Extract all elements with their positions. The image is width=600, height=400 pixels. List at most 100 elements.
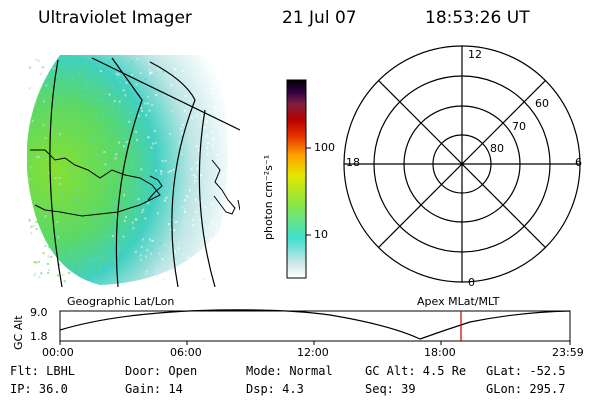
speckle	[145, 114, 148, 117]
speckle	[111, 84, 114, 87]
speckle	[68, 251, 71, 253]
speckle	[188, 189, 191, 192]
glon-value: GLon: 295.7	[486, 382, 566, 396]
speckle	[40, 272, 43, 275]
speckle	[128, 63, 131, 66]
speckle	[117, 247, 120, 250]
speckle	[170, 84, 173, 87]
speckle	[180, 127, 183, 130]
speckle	[93, 179, 96, 182]
gc-alt-value: GC Alt: 4.5 Re	[365, 364, 467, 378]
speckle	[115, 77, 118, 80]
speckle	[234, 176, 236, 179]
speckle	[48, 116, 51, 118]
speckle	[114, 156, 117, 159]
speckle	[45, 84, 48, 87]
speckle	[122, 235, 125, 238]
speckle	[199, 219, 202, 222]
speckle	[171, 283, 174, 286]
speckle	[107, 113, 110, 116]
speckle	[131, 73, 134, 76]
speckle	[90, 220, 93, 222]
speckle	[51, 90, 53, 93]
speckle	[84, 180, 87, 183]
speckle	[139, 258, 142, 261]
speckle	[211, 131, 214, 133]
speckle	[42, 252, 45, 255]
speckle	[187, 269, 190, 272]
speckle	[183, 109, 186, 112]
speckle	[234, 136, 237, 139]
speckle	[131, 161, 134, 163]
speckle	[57, 92, 60, 95]
lat-label-70: 70	[512, 120, 526, 133]
ytick-label-9: 9.0	[30, 306, 48, 319]
speckle	[161, 258, 164, 261]
speckle	[112, 259, 115, 262]
speckle	[155, 271, 158, 274]
speckle	[121, 134, 124, 137]
speckle	[30, 232, 33, 235]
speckle	[219, 211, 222, 214]
speckle	[104, 123, 107, 126]
lat-label-80: 80	[490, 142, 504, 155]
speckle	[215, 153, 218, 156]
speckle	[52, 67, 55, 70]
speckle	[127, 174, 130, 177]
speckle	[28, 156, 31, 159]
speckle	[54, 70, 57, 72]
speckle	[99, 270, 102, 273]
speckle	[140, 246, 143, 249]
speckle	[146, 249, 149, 251]
speckle	[139, 254, 142, 257]
speckle	[225, 132, 228, 135]
speckle	[36, 156, 38, 159]
speckle	[183, 220, 186, 223]
speckle	[177, 272, 180, 275]
speckle	[140, 168, 143, 171]
speckle	[128, 120, 131, 123]
altitude-curve	[59, 309, 571, 340]
speckle	[136, 181, 139, 184]
speckle	[223, 274, 226, 277]
speckle	[162, 70, 165, 73]
speckle	[130, 60, 133, 63]
altitude-timeline	[59, 309, 571, 345]
speckle	[145, 273, 148, 276]
speckle	[155, 274, 158, 277]
speckle	[85, 236, 88, 239]
speckle	[98, 83, 101, 86]
speckle	[42, 100, 45, 103]
speckle	[136, 57, 139, 60]
speckle	[71, 78, 74, 81]
speckle	[28, 218, 30, 221]
speckle	[211, 92, 214, 95]
speckle	[215, 97, 218, 100]
speckle	[173, 250, 176, 253]
speckle	[204, 206, 206, 209]
speckle	[229, 149, 232, 152]
speckle	[223, 269, 226, 272]
speckle	[222, 194, 225, 197]
speckle	[187, 196, 190, 198]
speckle	[37, 156, 40, 159]
speckle	[125, 141, 128, 144]
speckle	[57, 170, 60, 172]
speckle	[209, 222, 212, 225]
door-value: Door: Open	[125, 364, 198, 378]
speckle	[47, 271, 50, 274]
speckle	[67, 130, 70, 132]
graticule	[49, 57, 240, 287]
speckle	[182, 69, 185, 72]
speckle	[192, 132, 195, 134]
speckle	[150, 146, 153, 149]
speckle	[157, 212, 159, 215]
speckle	[95, 171, 98, 174]
speckle	[95, 117, 98, 120]
speckle	[110, 58, 112, 61]
speckle	[174, 68, 177, 71]
speckle	[49, 145, 52, 148]
speckle	[190, 167, 193, 170]
speckle	[164, 159, 167, 162]
speckle	[188, 279, 191, 282]
